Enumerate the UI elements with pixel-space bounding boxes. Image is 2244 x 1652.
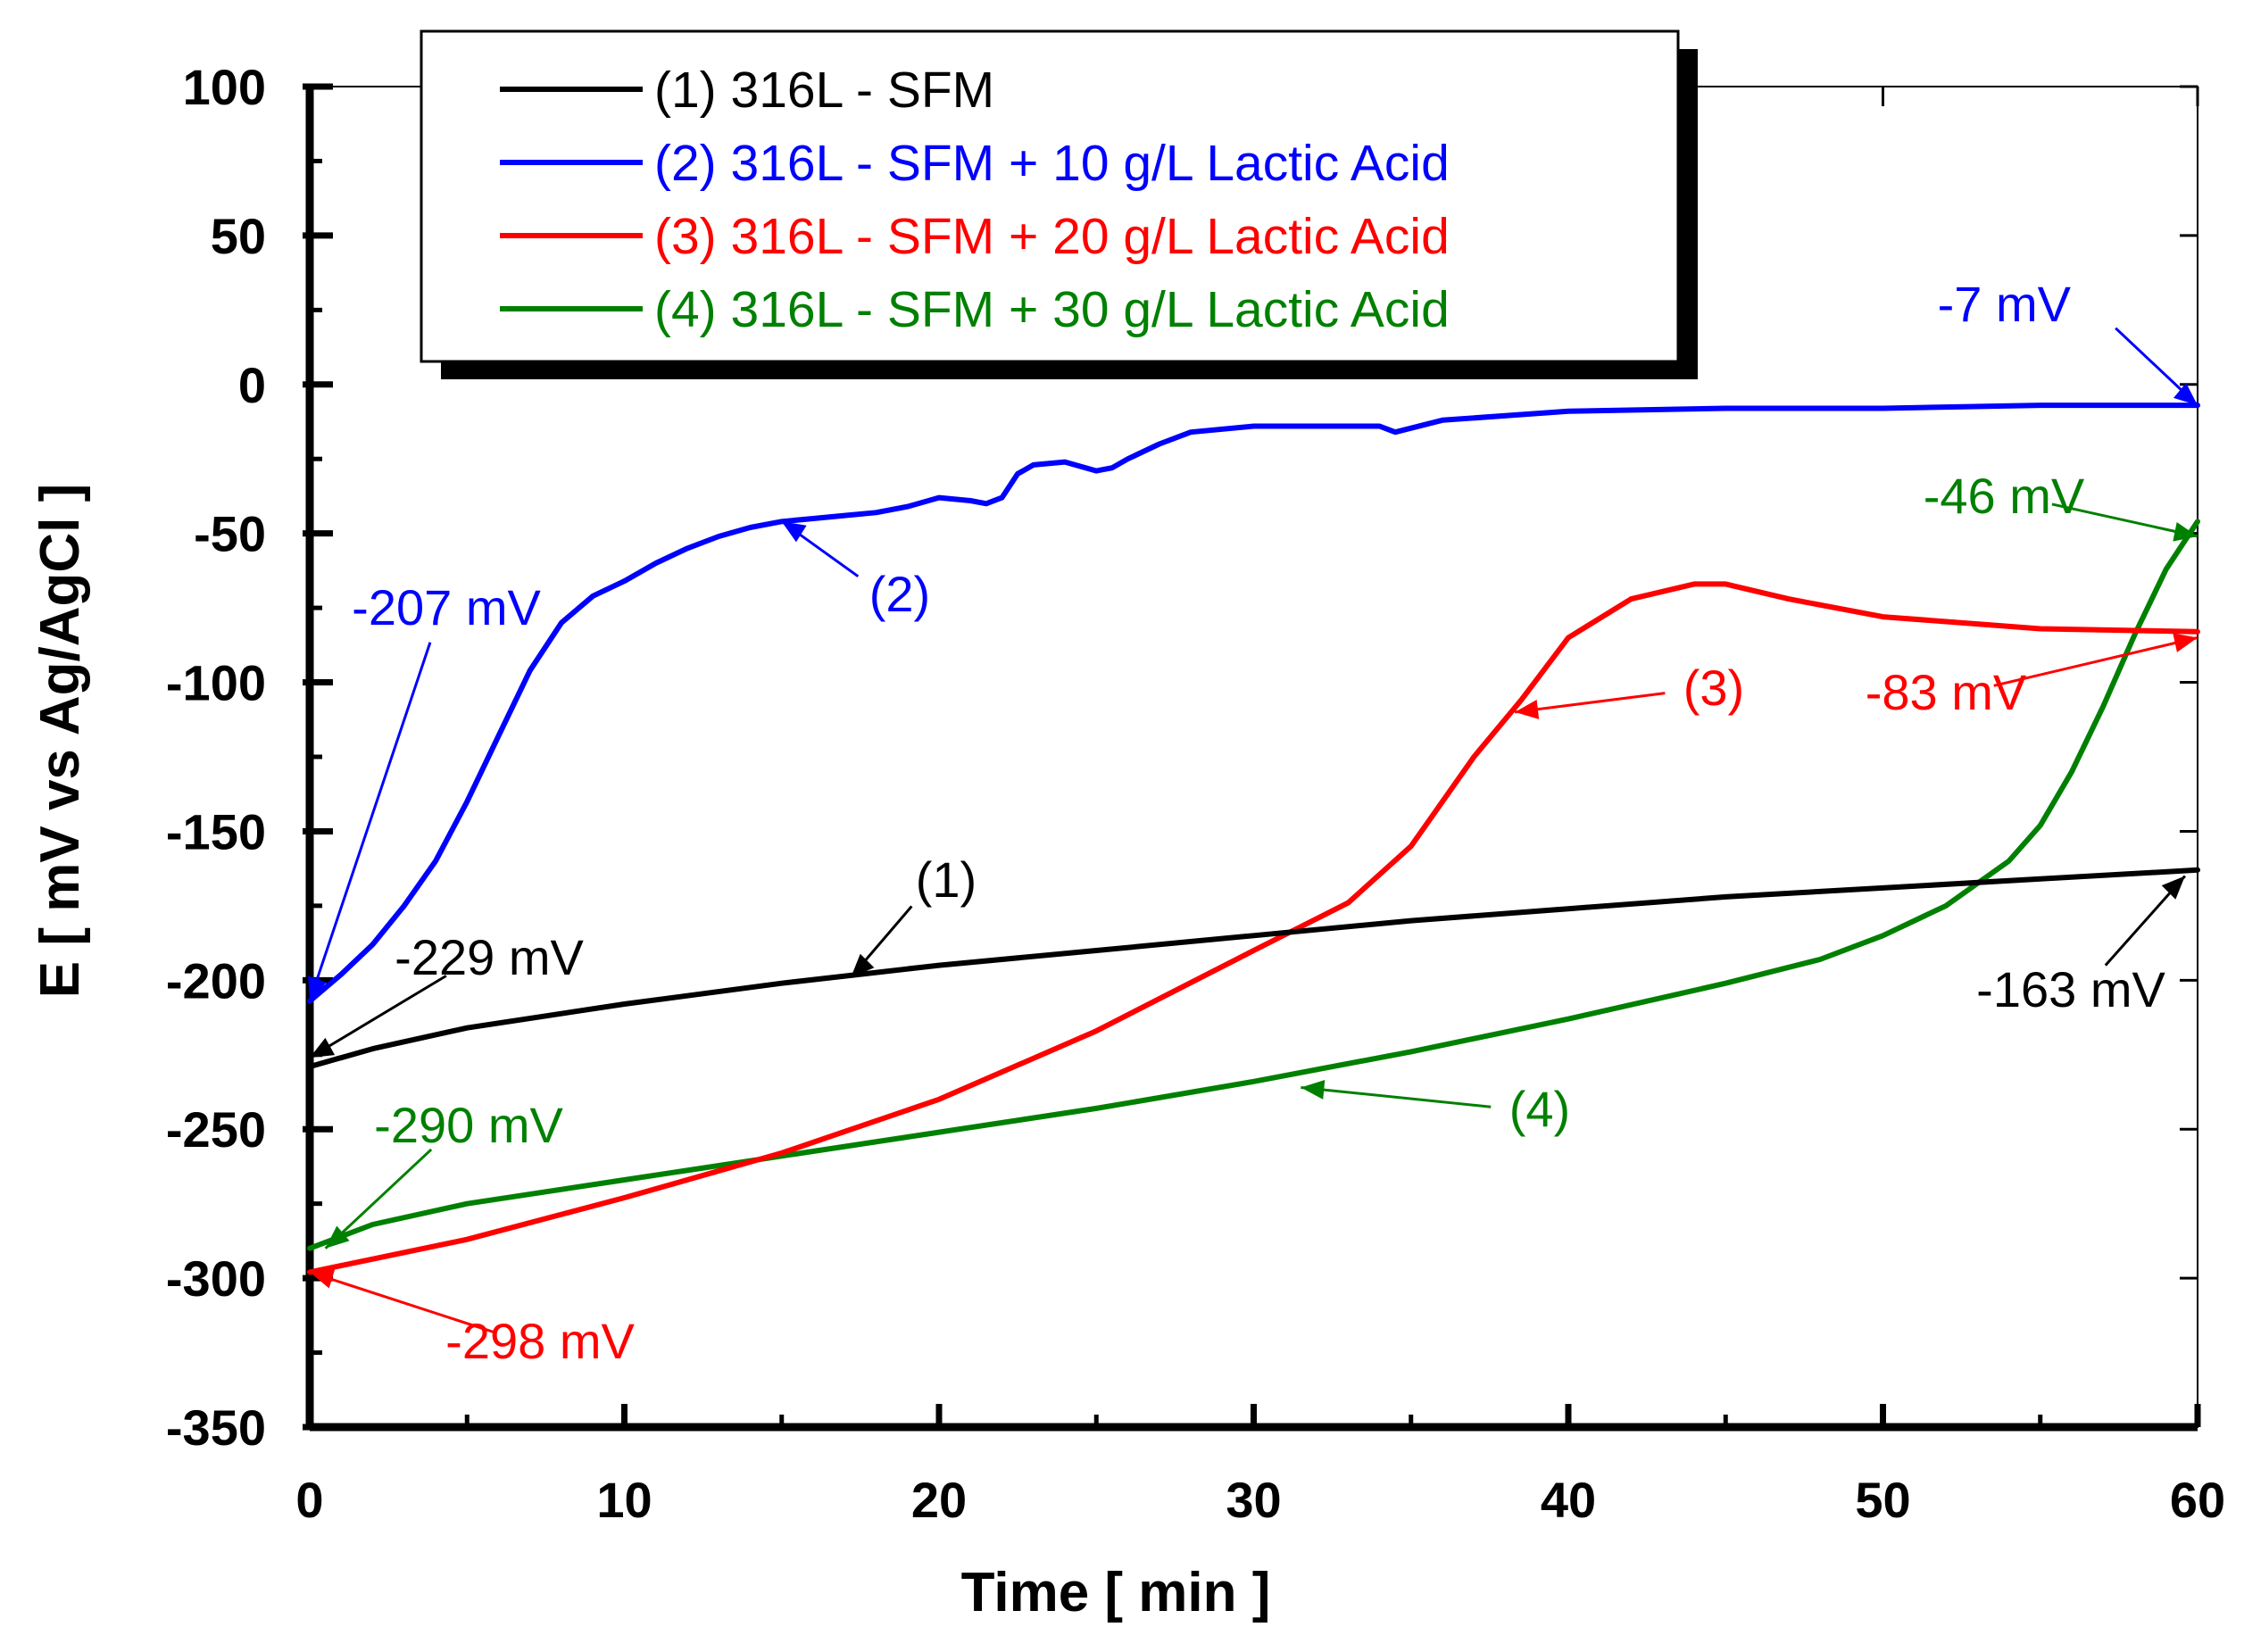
- series-line-2: [307, 403, 2200, 1004]
- annotation-arrow: [1514, 692, 1666, 714]
- annotation-arrowhead: [1515, 700, 1540, 719]
- legend-label-2: (2) 316L - SFM + 10 g/L Lactic Acid: [654, 135, 1450, 192]
- annotation-label: -83 mV: [1866, 664, 2027, 720]
- annotation-label: (1): [916, 851, 977, 908]
- y-tick-label: -350: [166, 1399, 266, 1456]
- y-tick-label: -300: [166, 1250, 266, 1307]
- y-tick-label: -200: [166, 952, 266, 1009]
- y-tick-label: 100: [183, 59, 266, 115]
- annotation-arrow: [1301, 1086, 1492, 1108]
- y-tick-label: 50: [211, 208, 266, 264]
- annotation-arrow: [309, 975, 447, 1059]
- y-tick-label: -150: [166, 803, 266, 859]
- annotation-label: -229 mV: [395, 929, 584, 985]
- y-tick-label: 0: [238, 357, 266, 413]
- x-tick-label: 10: [596, 1472, 652, 1528]
- annotation-label: -163 mV: [1976, 961, 2165, 1017]
- annotation-arrowhead: [310, 1037, 336, 1058]
- annotation-arrowhead: [310, 1269, 336, 1289]
- annotation-arrow: [2051, 502, 2198, 538]
- annotation-arrowhead: [2173, 383, 2198, 406]
- y-tick-label: -100: [166, 655, 266, 711]
- annotation-label: -290 mV: [374, 1097, 563, 1153]
- x-tick-label: 40: [1541, 1472, 1596, 1528]
- annotation-label: -298 mV: [445, 1313, 635, 1369]
- x-tick-label: 30: [1226, 1472, 1281, 1528]
- legend-label-3: (3) 316L - SFM + 20 g/L Lactic Acid: [654, 208, 1450, 265]
- annotation-arrow: [309, 1271, 494, 1333]
- annotation-arrowhead: [781, 521, 807, 543]
- legend-label-1: (1) 316L - SFM: [654, 62, 994, 119]
- annotation-layer: -7 mV (2) -207 mV -46 mV (3) -83 mV (1) -229 mV…: [308, 276, 2199, 1369]
- axis-tick-labels: 0 10 20 30 40 50 60 100 50 0 -50 -100 -150 -200 -250 -3…: [166, 59, 2225, 1528]
- annotation-label: -7 mV: [1938, 276, 2072, 332]
- series-layer: [307, 403, 2200, 1275]
- annotation-arrow: [308, 642, 432, 1002]
- annotation-arrowhead: [2161, 876, 2185, 900]
- x-tick-label: 60: [2170, 1472, 2225, 1528]
- annotation-arrowhead: [2173, 633, 2198, 652]
- annotation-arrowhead: [1301, 1080, 1326, 1100]
- annotation-arrowhead: [325, 1225, 350, 1249]
- annotation-label: (2): [869, 566, 930, 622]
- x-tick-label: 20: [911, 1472, 967, 1528]
- series-line-4: [307, 519, 2200, 1251]
- annotation-arrow: [1993, 636, 2198, 687]
- annotation-label: (4): [1509, 1081, 1570, 1137]
- x-tick-label: 0: [295, 1472, 323, 1528]
- y-axis-title: E [ mV vs Ag/AgCl ]: [29, 484, 91, 998]
- x-axis-title: Time [ min ]: [961, 1562, 1271, 1623]
- series-line-1: [307, 867, 2200, 1070]
- series-line-3: [307, 581, 2200, 1275]
- y-tick-label: -50: [194, 506, 266, 562]
- annotation-arrowhead: [851, 953, 875, 977]
- y-tick-label: -250: [166, 1101, 266, 1158]
- annotation-label: -46 mV: [1924, 468, 2085, 524]
- annotation-arrow: [324, 1148, 433, 1249]
- annotation-label: -207 mV: [352, 579, 541, 635]
- x-tick-label: 50: [1855, 1472, 1910, 1528]
- annotation-arrowhead: [308, 975, 327, 1001]
- legend-label-4: (4) 316L - SFM + 30 g/L Lactic Acid: [654, 281, 1450, 338]
- legend: (1) 316L - SFM (2) 316L - SFM + 10 g/L La…: [420, 29, 1698, 379]
- annotation-label: (3): [1683, 660, 1744, 716]
- annotation-arrowhead: [2173, 522, 2198, 542]
